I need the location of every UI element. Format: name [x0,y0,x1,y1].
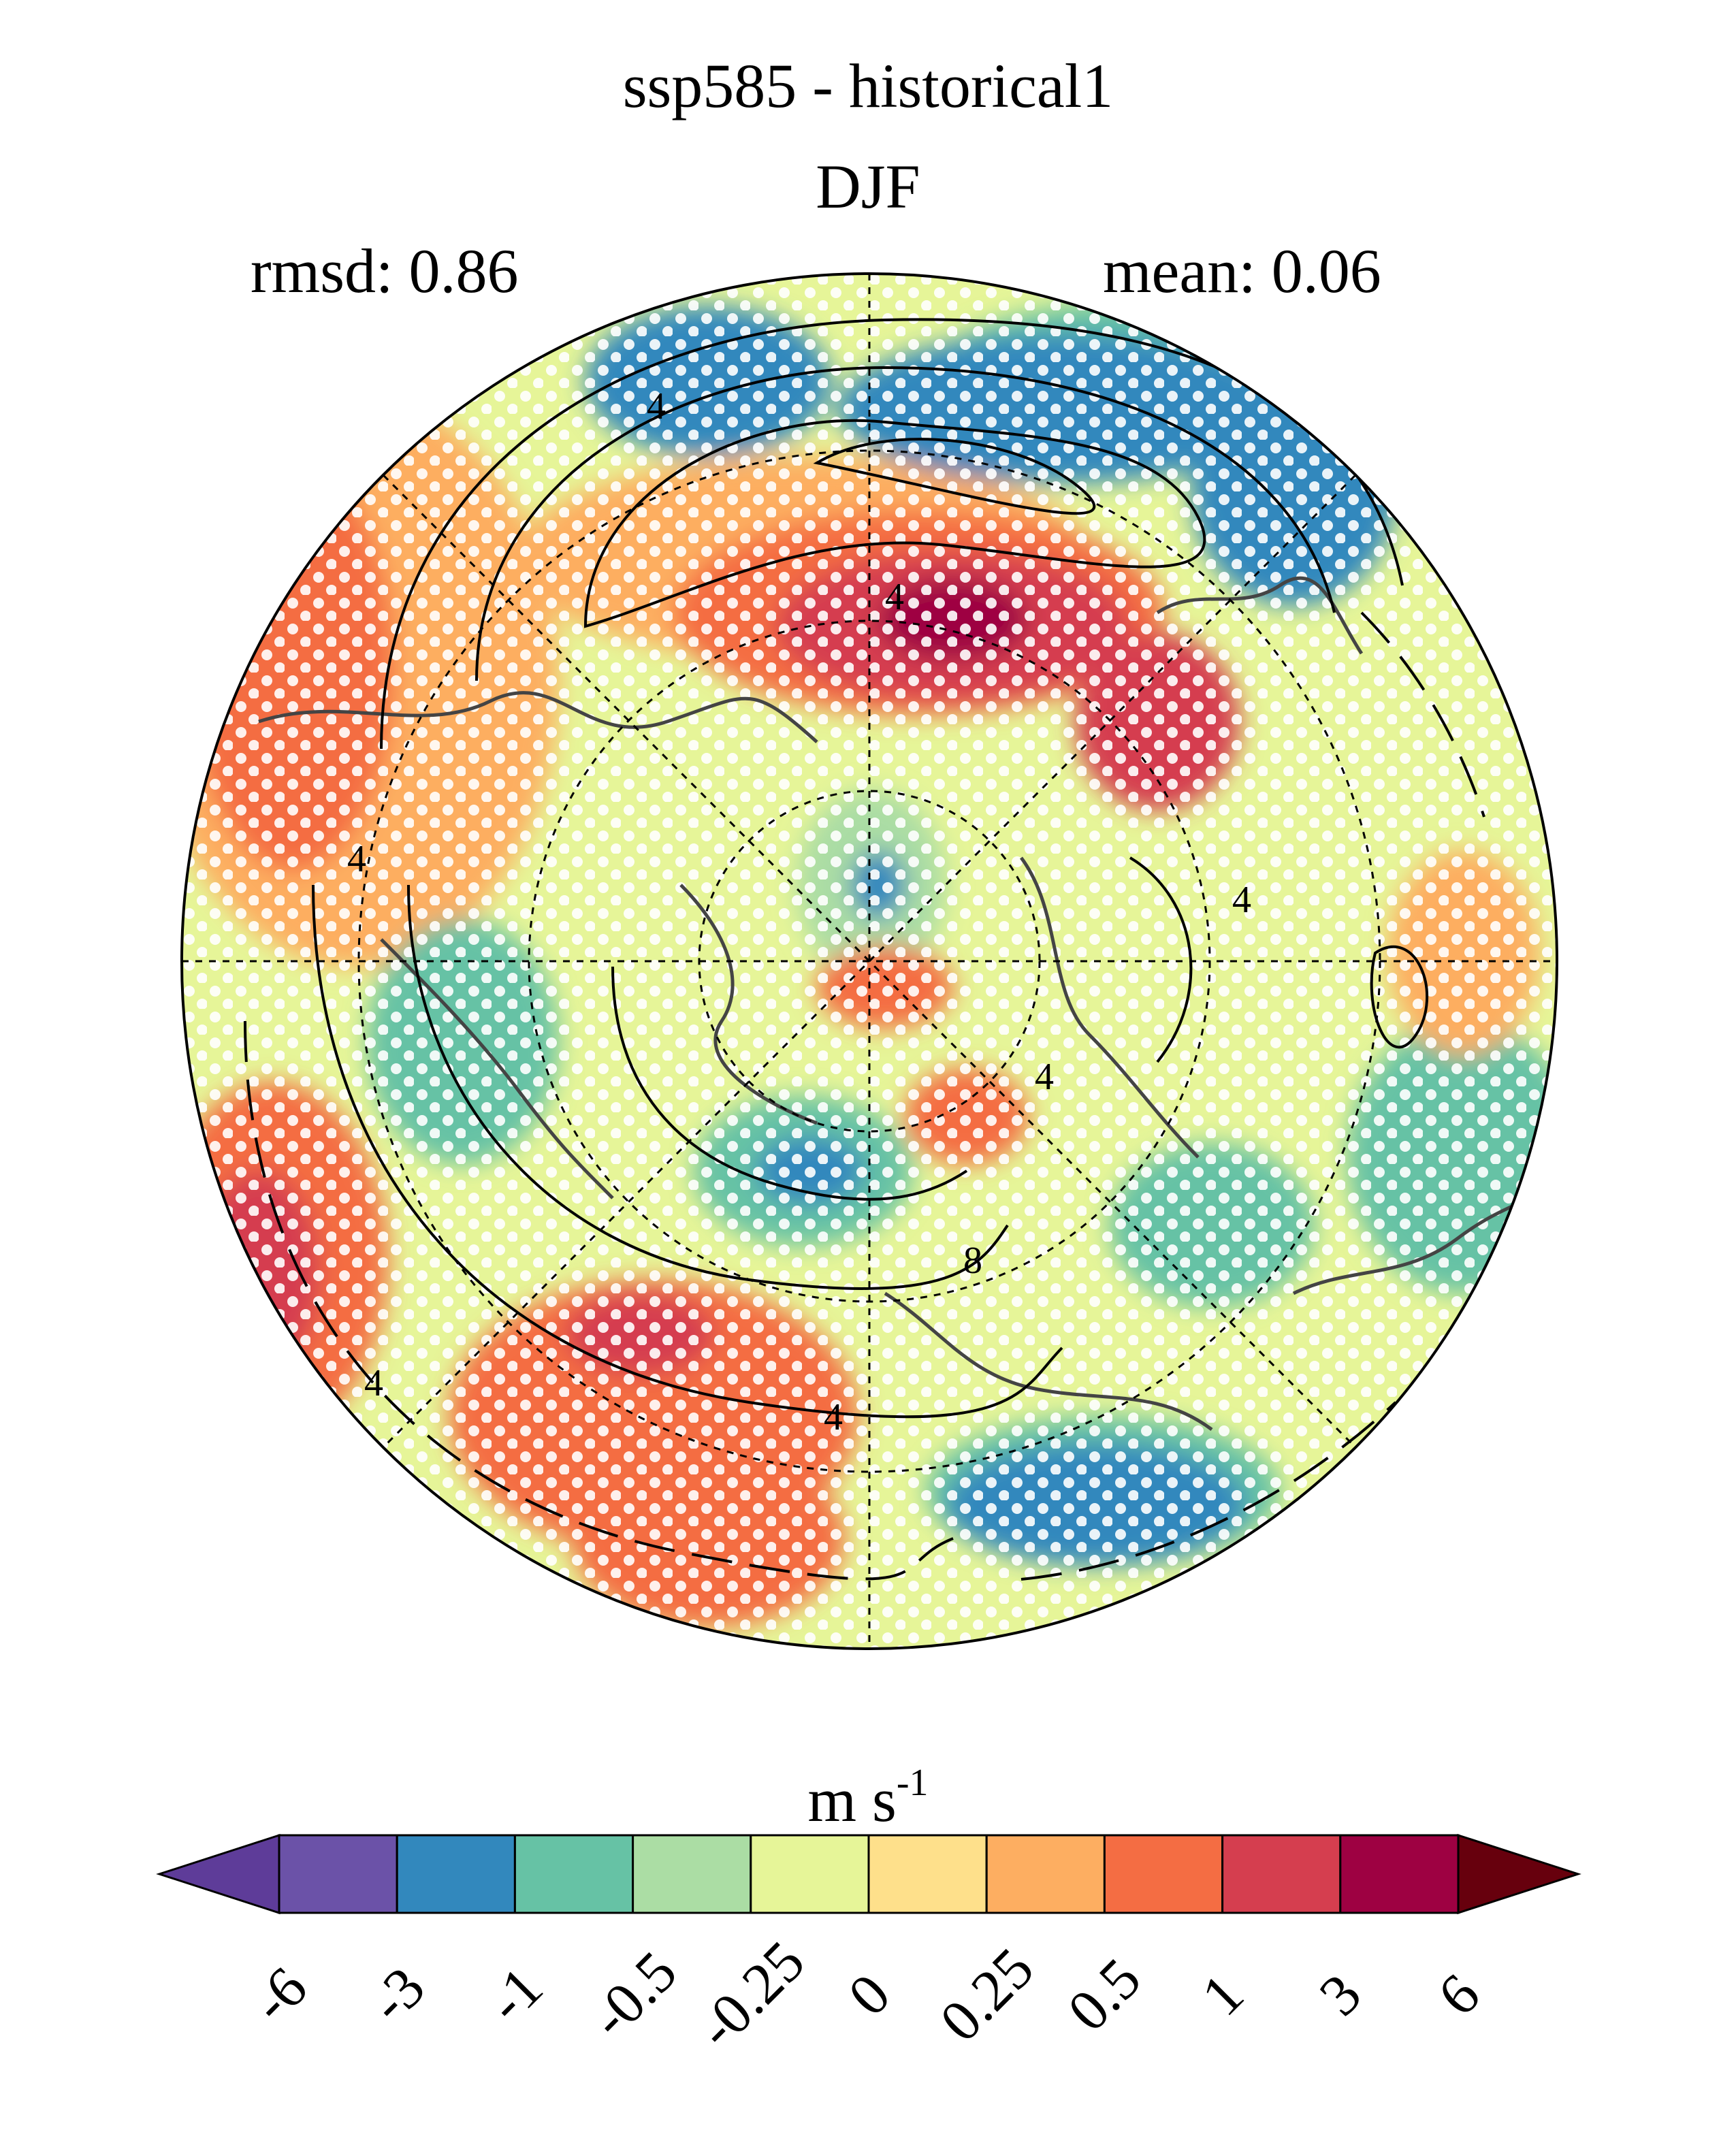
contour-label: 4 [885,576,904,618]
units-label: m s-1 [0,1764,1736,1831]
season-label: DJF [816,152,920,221]
colorbar-bin [985,1834,1106,1914]
rmsd-label: rmsd: 0.86 [251,236,519,306]
colorbar-bin [396,1834,516,1914]
contour-line [475,366,1336,681]
graticule [182,274,1557,1649]
contour-line [583,419,1206,628]
contour-line [1129,856,1193,1063]
significance-stippling [182,274,1557,1649]
coastline [1019,856,1200,1159]
coastline [884,1291,1213,1432]
mean-contours [312,318,1428,1419]
contour-line [1370,946,1428,1049]
colorbar-bin [1103,1834,1224,1914]
contour-line [312,884,1063,1419]
mean-label: mean: 0.06 [1103,236,1381,306]
contour-label: 4 [1232,879,1251,921]
units-base: m s [807,1765,897,1835]
colorbar-bin [750,1834,870,1914]
colorbar-bin [632,1834,752,1914]
contour-line [244,1020,954,1581]
coastlines [258,576,1554,1432]
contour-label: 8 [963,1240,982,1282]
contour-label: 4 [824,1396,843,1438]
contour-label-group: 4 4 4 4 4 4 4 8 [347,385,1251,1438]
meridian-line [382,474,1357,1449]
colorbar-bin [867,1834,988,1914]
anomaly-field [182,274,1557,1649]
contour-line [407,884,1009,1290]
contour-label: 4 [364,1362,383,1404]
units-exponent: -1 [896,1762,929,1804]
contour-label: 4 [1035,1056,1054,1098]
map-title: ssp585 - historical1 [622,51,1114,120]
contour-label: 4 [647,385,666,427]
colorbar-bin [278,1834,398,1914]
coastline [258,691,818,743]
contour-line [611,966,968,1201]
contour-label: 4 [347,838,366,880]
contour-line [1360,611,1485,818]
colorbar-extension-low [156,1833,280,1915]
colorbar [156,1833,1581,1915]
colorbar-bin [1339,1834,1460,1914]
contour-line [813,438,1096,515]
coastline [1156,576,1364,655]
coastline [679,884,818,1125]
colorbar-bin [513,1834,634,1914]
map-border [180,272,1558,1650]
colorbar-bin [1221,1834,1342,1914]
colorbar-extension-high [1457,1833,1581,1915]
